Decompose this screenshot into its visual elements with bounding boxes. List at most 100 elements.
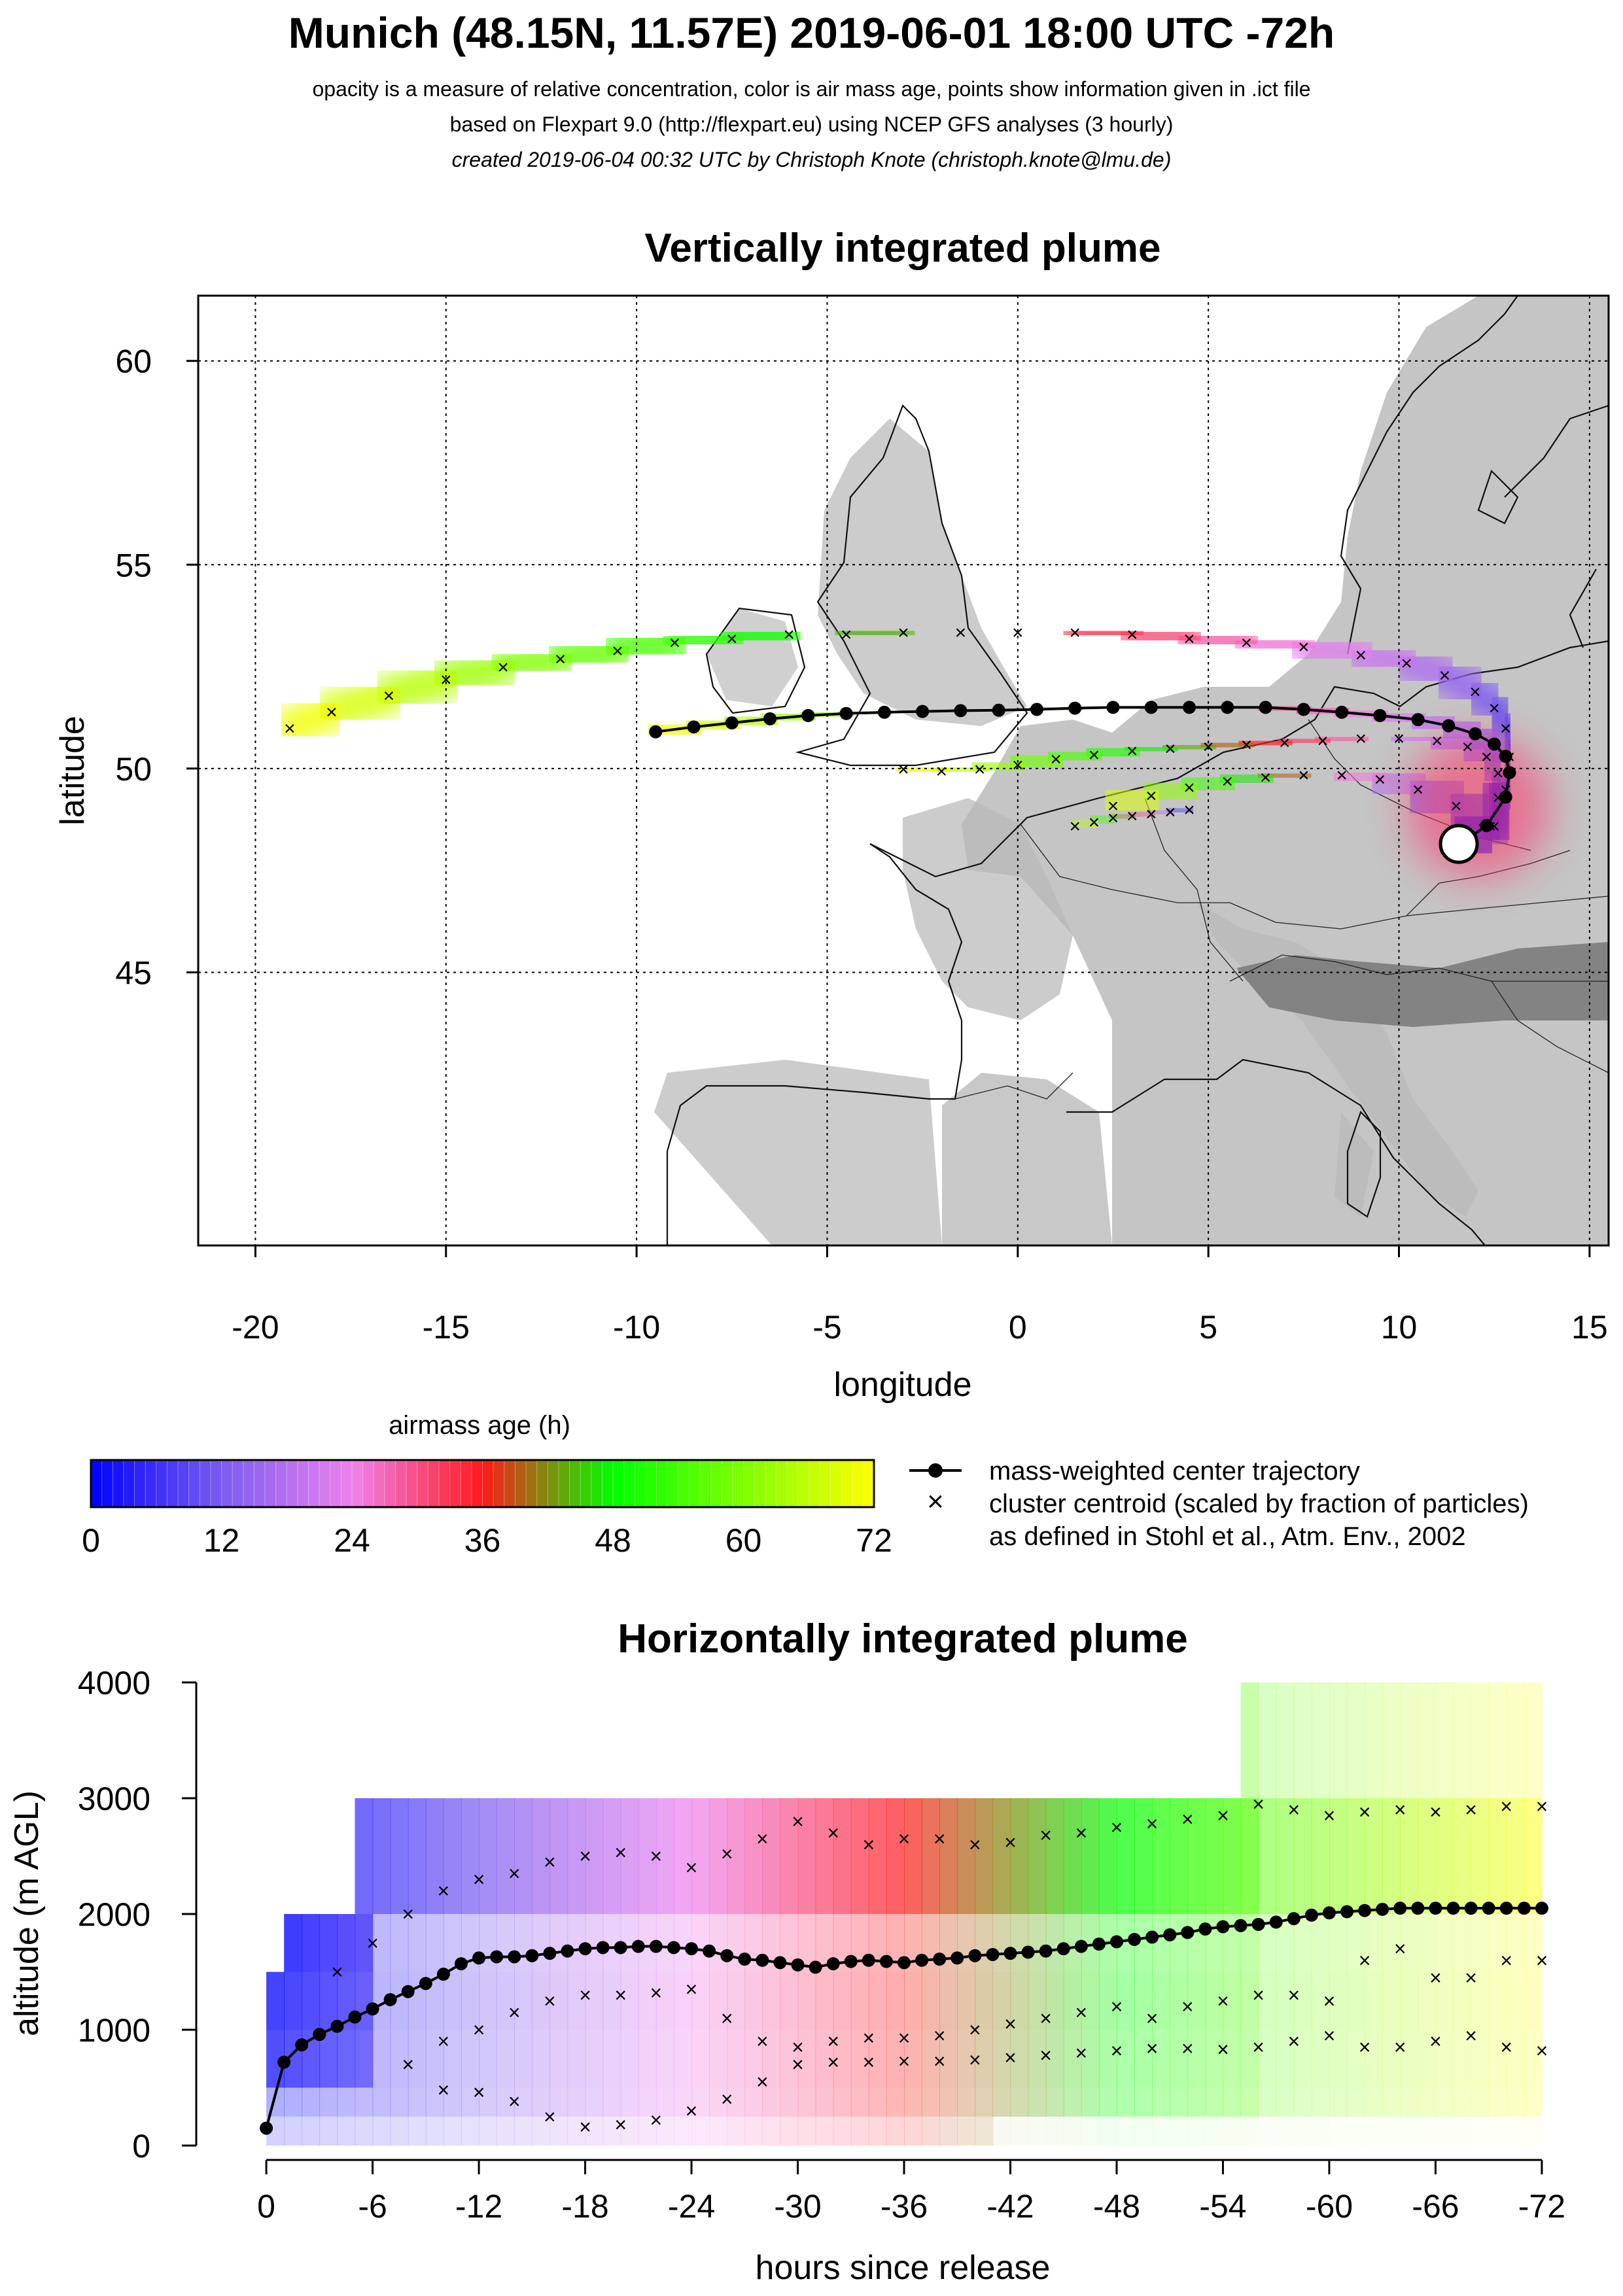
profile-cell	[797, 2030, 816, 2088]
profile-cell	[532, 1798, 551, 1914]
profile-cell	[1170, 1914, 1189, 1972]
profile-cluster-centroid: ×	[898, 2026, 911, 2049]
profile-cell	[1294, 2117, 1312, 2146]
profile-cell	[550, 1914, 568, 1972]
profile-cell	[673, 1972, 692, 2030]
profile-cell	[408, 2116, 427, 2146]
profile-cell	[390, 2116, 409, 2146]
profile-cell	[602, 2087, 621, 2117]
colorbar-segment	[374, 1460, 385, 1507]
profile-center-point	[1269, 1915, 1283, 1929]
cluster-centroid: ×	[1183, 799, 1195, 821]
profile-cell	[850, 2030, 869, 2088]
profile-xtick-label: -42	[986, 2188, 1034, 2225]
profile-cell	[532, 2087, 551, 2117]
colorbar-title: airmass age (h)	[389, 1411, 570, 1440]
profile-cell	[1170, 2116, 1189, 2146]
profile-cell	[904, 2087, 922, 2117]
profile-cell	[1506, 2030, 1525, 2088]
profile-cell	[1488, 2087, 1507, 2117]
profile-cell	[550, 1972, 568, 2030]
profile-cell	[372, 2087, 391, 2117]
cluster-centroid: ×	[1500, 779, 1512, 801]
profile-center-point	[1464, 1902, 1478, 1915]
profile-cell	[514, 1914, 533, 1972]
map-area: ××××××××××××××××××××××××××××××××××××××××…	[198, 296, 1609, 1245]
profile-cell	[850, 2087, 869, 2117]
profile-cell	[1400, 2030, 1419, 2088]
profile-center-point	[1517, 1902, 1531, 1915]
profile-cell	[939, 2087, 958, 2117]
profile-ytick-label: 3000	[78, 1781, 150, 1817]
profile-cell	[497, 2116, 515, 2146]
profile-area: × × × × × × × × × × × × × × × × × × × × × × × × × × × × × × × × × × × × × × × ×…	[260, 1682, 1548, 2146]
profile-cell	[655, 1798, 674, 1914]
colorbar-segment	[297, 1460, 309, 1507]
profile-cell	[868, 1972, 887, 2030]
plume-core	[1406, 735, 1550, 880]
profile-cell	[1152, 1972, 1171, 2030]
profile-cell	[1524, 2030, 1543, 2088]
profile-center-point	[756, 1953, 769, 1967]
profile-center-point	[1358, 1904, 1372, 1917]
colorbar-segment	[428, 1460, 440, 1507]
profile-cluster-centroid: ×	[721, 2006, 733, 2030]
profile-cluster-centroid: ×	[508, 2090, 521, 2113]
profile-xtick-label: -12	[455, 2188, 502, 2225]
profile-cell	[1524, 1798, 1543, 1914]
profile-cell	[1347, 2030, 1365, 2088]
center-trajectory-point	[763, 712, 777, 725]
colorbar-segment	[504, 1460, 516, 1507]
profile-cluster-centroid: ×	[1323, 2024, 1336, 2047]
profile-cell	[497, 2087, 515, 2117]
profile-cell	[550, 1798, 568, 1914]
profile-xtick-label: -24	[668, 2188, 715, 2225]
profile-cluster-centroid: ×	[1500, 1794, 1512, 1818]
profile-xtick-label: -54	[1199, 2188, 1246, 2225]
center-trajectory-point	[687, 720, 701, 734]
profile-cell	[1435, 2030, 1454, 2088]
profile-cluster-centroid: ×	[1217, 1804, 1229, 1828]
profile-cell	[1506, 1972, 1525, 2030]
profile-cell	[1488, 2030, 1507, 2088]
profile-ylabel: altitude (m AGL)	[8, 1790, 46, 2036]
profile-cell	[1205, 2030, 1224, 2088]
cluster-centroid: ×	[1089, 744, 1100, 766]
profile-cell	[1453, 1682, 1472, 1798]
profile-cluster-centroid: ×	[862, 1833, 875, 1856]
profile-cell	[868, 1798, 887, 1914]
profile-cluster-centroid: ×	[1359, 1949, 1371, 1972]
colorbar-tick-label: 48	[595, 1522, 631, 1559]
cluster-centroid: ×	[1431, 730, 1443, 752]
profile-center-point	[1251, 1917, 1265, 1931]
colorbar-segment	[134, 1460, 146, 1507]
colorbar-segment	[515, 1460, 527, 1507]
profile-cell	[1293, 2087, 1312, 2117]
profile-title: Horizontally integrated plume	[618, 1616, 1188, 1661]
profile-cell	[1418, 2087, 1437, 2117]
colorbar-segment	[287, 1460, 298, 1507]
profile-cell	[868, 2087, 887, 2117]
profile-cell	[1010, 2030, 1029, 2088]
profile-cluster-centroid: ×	[1075, 2000, 1087, 2024]
profile-cell	[1365, 1682, 1383, 1798]
colorbar-segment	[635, 1460, 646, 1507]
profile-cell	[762, 1972, 781, 2030]
map-xtick-label: 15	[1571, 1309, 1608, 1346]
profile-cell	[1134, 2087, 1153, 2117]
profile-center-point	[525, 1949, 539, 1962]
map-xtick-label: 10	[1381, 1309, 1418, 1346]
profile-cell	[1205, 2116, 1224, 2146]
profile-cell	[886, 2087, 905, 2117]
profile-cluster-centroid: ×	[473, 2081, 485, 2104]
profile-center-point	[720, 1949, 734, 1962]
colorbar-tick-label: 12	[203, 1522, 240, 1559]
profile-cell	[1382, 2087, 1401, 2117]
profile-center-point	[1109, 1935, 1123, 1949]
profile-cell	[815, 2087, 834, 2117]
profile-center-point	[1021, 1945, 1035, 1959]
profile-center-point	[295, 2038, 309, 2052]
profile-cell	[319, 2116, 338, 2146]
profile-cell	[833, 2116, 852, 2146]
profile-cell	[1152, 2030, 1171, 2088]
